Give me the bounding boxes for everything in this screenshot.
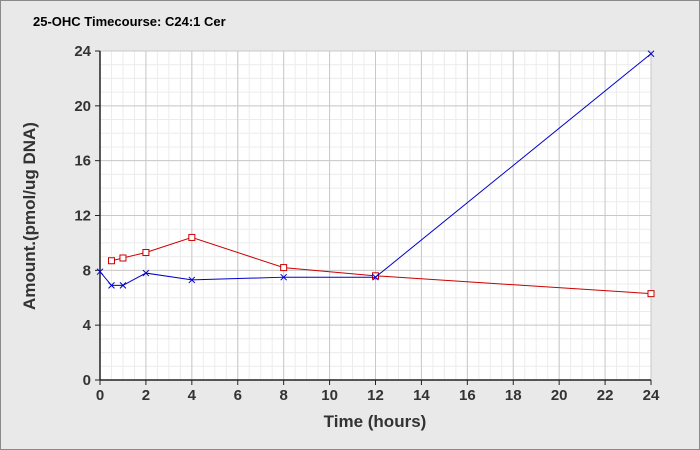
x-tick-label: 20 bbox=[551, 387, 568, 404]
series-2-point bbox=[372, 273, 379, 281]
x-tick-label: 0 bbox=[96, 387, 104, 404]
x-tick-label: 18 bbox=[505, 387, 522, 404]
x-tick-label: 24 bbox=[643, 387, 660, 404]
x-tick-label: 16 bbox=[459, 387, 476, 404]
series-1-point bbox=[119, 254, 127, 262]
series-1-point bbox=[647, 290, 655, 298]
y-tick-label: 4 bbox=[83, 317, 92, 334]
y-axis-label: Amount.(pmol/ug DNA) bbox=[20, 122, 39, 310]
x-tick-label: 22 bbox=[597, 387, 614, 404]
x-tick-label: 2 bbox=[142, 387, 150, 404]
series-2-point bbox=[188, 276, 196, 284]
y-tick-label: 20 bbox=[74, 98, 91, 115]
series-1-point bbox=[188, 233, 196, 241]
x-tick-label: 10 bbox=[321, 387, 338, 404]
series-2-point bbox=[647, 50, 655, 58]
series-2-line bbox=[99, 53, 652, 286]
series-2-point bbox=[142, 269, 150, 277]
chart-title: 25-OHC Timecourse: C24:1 Cer bbox=[33, 14, 226, 29]
x-tick-label: 12 bbox=[367, 387, 384, 404]
x-tick-label: 6 bbox=[234, 387, 242, 404]
series-2-point bbox=[96, 268, 104, 276]
x-axis-label: Time (hours) bbox=[324, 412, 427, 431]
series-1-point bbox=[372, 272, 379, 280]
series-2-point bbox=[280, 273, 288, 281]
y-tick-label: 16 bbox=[74, 153, 91, 170]
x-tick-label: 4 bbox=[188, 387, 197, 404]
series-1-point bbox=[107, 257, 115, 265]
y-tick-label: 0 bbox=[83, 372, 91, 389]
series-1-point bbox=[280, 264, 288, 272]
y-tick-label: 12 bbox=[74, 208, 91, 225]
series-2-point bbox=[119, 282, 127, 289]
y-tick-label: 24 bbox=[74, 43, 91, 60]
y-tick-label: 8 bbox=[83, 262, 91, 279]
x-tick-label: 8 bbox=[279, 387, 287, 404]
series-2-point bbox=[108, 282, 115, 289]
x-tick-label: 14 bbox=[413, 387, 430, 404]
series-1-point bbox=[142, 249, 150, 257]
